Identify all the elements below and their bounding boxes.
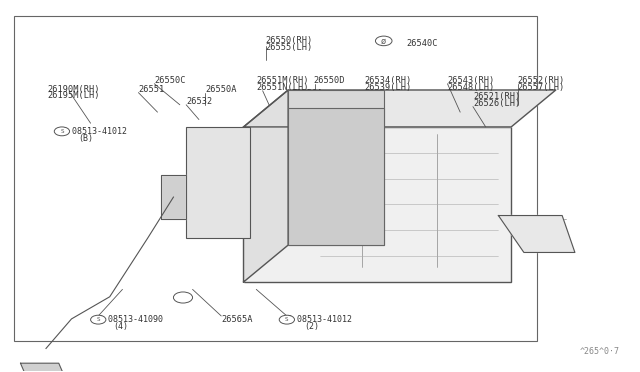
Polygon shape (244, 90, 556, 127)
Text: ^265^0·7: ^265^0·7 (579, 347, 620, 356)
Text: S 08513-41090: S 08513-41090 (99, 315, 163, 324)
Polygon shape (161, 175, 186, 219)
Polygon shape (20, 363, 72, 372)
Circle shape (173, 292, 193, 303)
Circle shape (279, 315, 294, 324)
Text: S 08513-41012: S 08513-41012 (287, 315, 352, 324)
Text: 26565A: 26565A (221, 315, 253, 324)
Text: (2): (2) (304, 322, 319, 331)
Text: 26534(RH): 26534(RH) (365, 76, 412, 85)
Text: S: S (60, 129, 63, 134)
Text: 26526(LH): 26526(LH) (473, 99, 520, 108)
Text: 26550A: 26550A (291, 89, 323, 98)
Text: 26555(LH): 26555(LH) (266, 43, 313, 52)
Text: (B): (B) (78, 134, 93, 142)
Text: S 08513-41012: S 08513-41012 (62, 127, 127, 136)
Bar (288, 109, 384, 245)
Text: 26552(RH): 26552(RH) (518, 76, 564, 85)
Text: 26190M(RH): 26190M(RH) (47, 85, 100, 94)
Text: 26557(LH): 26557(LH) (518, 83, 564, 92)
Circle shape (376, 36, 392, 46)
Text: 26521(RH): 26521(RH) (473, 92, 520, 101)
Circle shape (54, 127, 70, 136)
Text: 26550(RH): 26550(RH) (266, 36, 313, 45)
Text: 26539(LH): 26539(LH) (365, 83, 412, 92)
Text: 26195M(LH): 26195M(LH) (47, 92, 100, 100)
Text: ø: ø (381, 36, 387, 45)
Polygon shape (499, 215, 575, 253)
Circle shape (91, 315, 106, 324)
Bar (244, 127, 511, 282)
Text: 26550A: 26550A (205, 85, 237, 94)
Text: (4): (4) (113, 322, 128, 331)
Bar (14, 16, 537, 341)
Text: 26550C: 26550C (154, 76, 186, 85)
Text: S: S (97, 317, 100, 322)
Bar (288, 90, 384, 245)
Text: 26543(RH): 26543(RH) (447, 76, 495, 85)
Polygon shape (244, 90, 288, 282)
Bar (186, 127, 250, 238)
Text: 26532: 26532 (186, 97, 212, 106)
Text: 26550D: 26550D (314, 76, 345, 85)
Text: S: S (285, 317, 289, 322)
Text: 26551M(RH): 26551M(RH) (256, 76, 308, 85)
Text: 26551N(LH): 26551N(LH) (256, 83, 308, 92)
Text: 26548(LH): 26548(LH) (447, 83, 495, 92)
Text: 26540C: 26540C (406, 39, 438, 48)
Text: 26551: 26551 (138, 85, 164, 94)
